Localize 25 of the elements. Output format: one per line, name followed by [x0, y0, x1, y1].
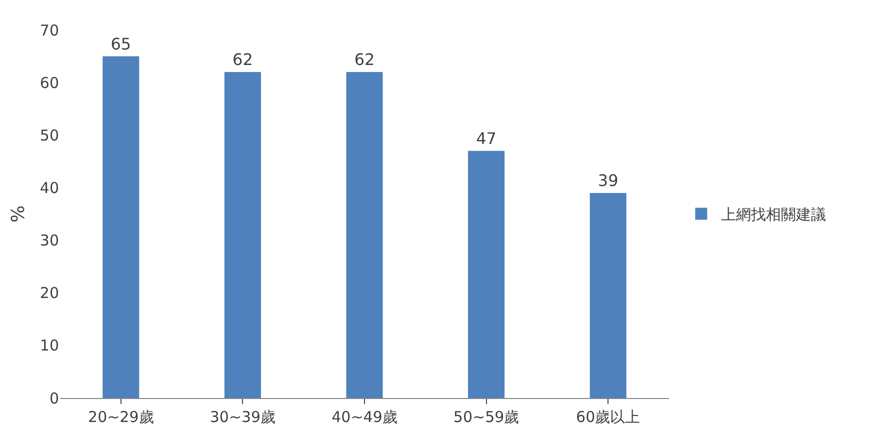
bar [346, 72, 383, 398]
y-axis-title: % [8, 205, 30, 223]
data-label: 47 [476, 128, 496, 148]
x-tick-label: 30~39歲 [210, 408, 276, 426]
y-tick-label: 10 [40, 336, 59, 355]
bar [468, 150, 505, 398]
y-tick-label: 60 [40, 74, 59, 92]
data-label: 39 [598, 170, 618, 190]
legend-label: 上網找相關建議 [721, 206, 826, 224]
y-tick-label: 0 [49, 389, 59, 408]
x-tick-label: 60歲以上 [576, 408, 640, 426]
bar [590, 192, 626, 398]
y-tick-label: 50 [40, 126, 59, 144]
y-tick-label: 70 [40, 21, 59, 40]
bar [102, 56, 140, 398]
x-tick-label: 50~59歲 [453, 408, 520, 426]
data-label: 62 [232, 50, 253, 70]
y-tick-label: 20 [40, 284, 59, 302]
data-label: 62 [354, 50, 375, 70]
x-tick-label: 40~49歲 [332, 408, 398, 426]
data-label: 65 [110, 34, 132, 54]
bar [224, 72, 261, 398]
x-tick-label: 20~29歲 [88, 408, 154, 426]
y-tick-label: 40 [40, 178, 59, 197]
y-tick-label: 30 [40, 232, 59, 250]
